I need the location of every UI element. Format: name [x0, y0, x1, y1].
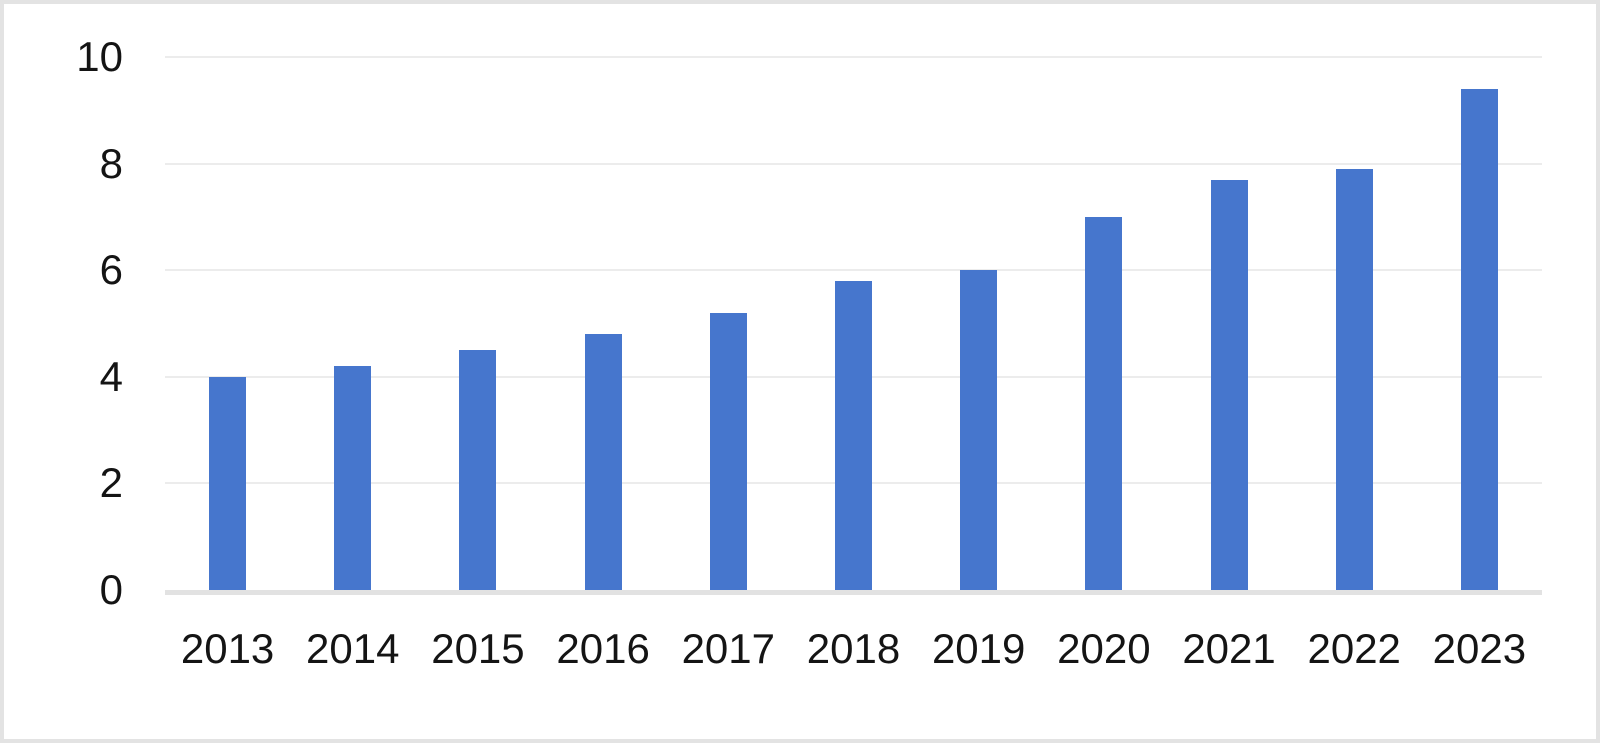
- y-tick-label-2: 2: [99, 459, 123, 507]
- y-tick-label-4: 4: [99, 352, 123, 400]
- y-tick-label-8: 8: [99, 139, 123, 187]
- bar-2020: [1085, 216, 1123, 590]
- y-tick-label-0: 0: [99, 566, 123, 613]
- x-tick-label-2021: 2021: [1182, 625, 1276, 672]
- x-tick-label-2014: 2014: [306, 625, 400, 672]
- bar-2021: [1210, 179, 1248, 590]
- bar-2015: [459, 350, 497, 590]
- x-tick-label-2022: 2022: [1307, 625, 1401, 672]
- x-tick-label-2019: 2019: [931, 625, 1026, 672]
- bar-2017: [709, 312, 747, 590]
- x-tick-label-2023: 2023: [1432, 625, 1527, 672]
- y-tick-label-10: 10: [76, 33, 123, 80]
- x-tick-label-2016: 2016: [556, 625, 650, 672]
- x-tick-label-2015: 2015: [431, 625, 525, 672]
- x-tick-label-2020: 2020: [1057, 625, 1151, 672]
- gridline-6: [165, 269, 1542, 272]
- x-tick-label-2013: 2013: [180, 625, 275, 672]
- x-tick-label-2017: 2017: [681, 625, 776, 672]
- gridline-10: [165, 56, 1542, 58]
- bar-2013: [209, 376, 247, 590]
- bar-2019: [960, 270, 998, 590]
- x-tick-label-2018: 2018: [806, 625, 901, 672]
- y-tick-label-6: 6: [99, 246, 123, 294]
- plot-area: [165, 57, 1542, 590]
- bar-2023: [1460, 88, 1498, 590]
- x-axis-line: [165, 590, 1542, 595]
- bar-2018: [835, 280, 872, 590]
- bar-2016: [584, 334, 622, 590]
- bar-2022: [1335, 168, 1373, 590]
- gridline-8: [165, 162, 1542, 165]
- bar-2014: [334, 366, 372, 590]
